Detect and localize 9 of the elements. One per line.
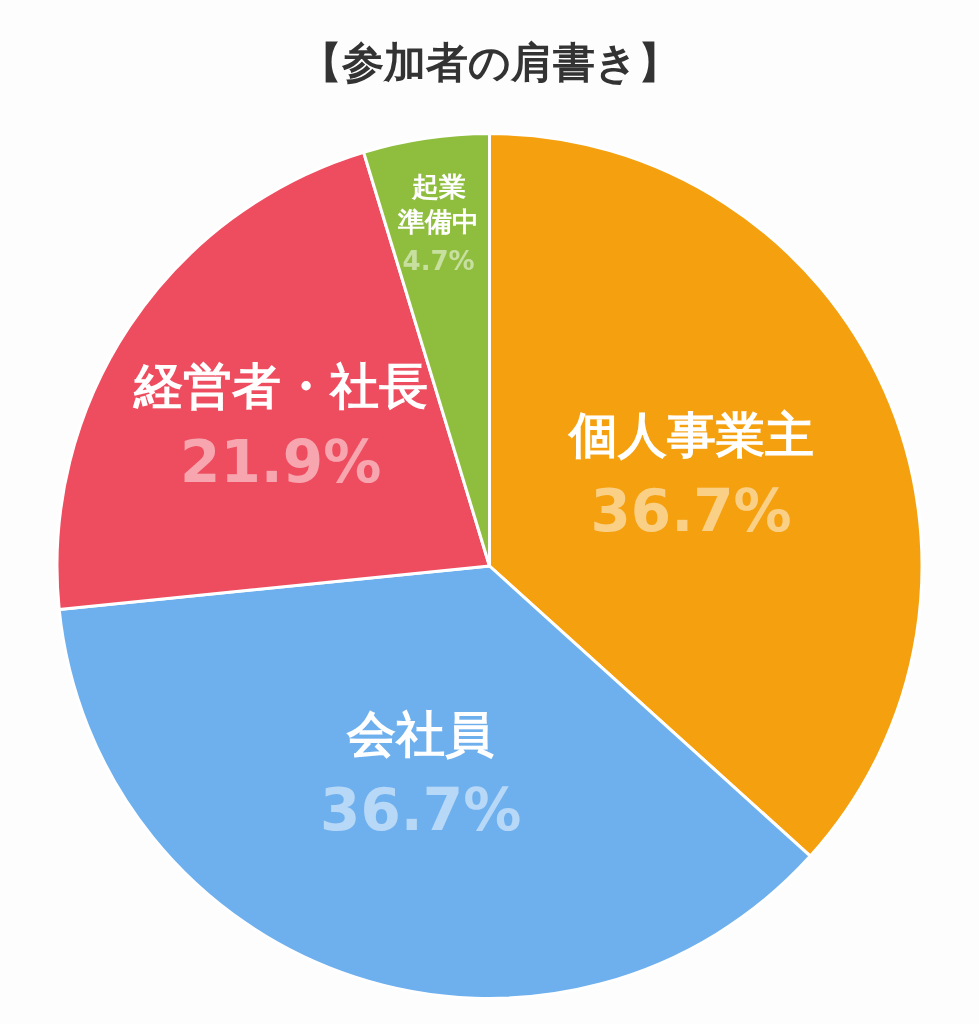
data-label: 36.7%	[320, 776, 522, 845]
data-label: 36.7%	[590, 477, 792, 546]
slice-label: 会社員	[346, 706, 495, 764]
data-label: 4.7%	[402, 245, 475, 276]
slice-label: 経営者・社長	[131, 357, 428, 415]
data-label: 21.9%	[180, 427, 382, 496]
slice-label: 個人事業主	[566, 407, 814, 465]
slice-label: 起業準備中	[397, 171, 480, 238]
chart-title: 【参加者の肩書き】	[298, 37, 681, 89]
